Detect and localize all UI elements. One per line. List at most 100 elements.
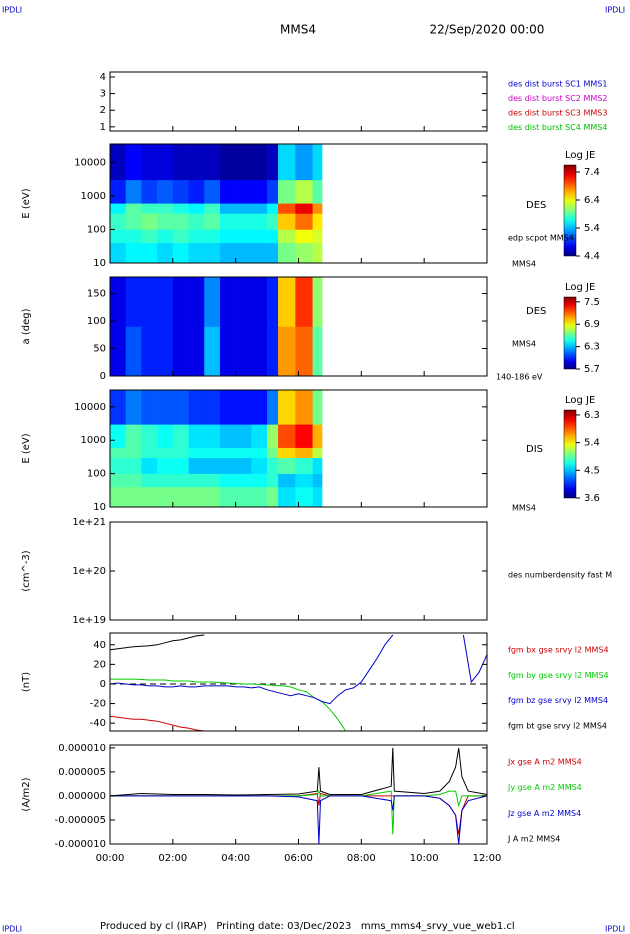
heatmap-cell xyxy=(188,277,205,327)
heatmap-cell xyxy=(188,242,205,263)
heatmap-cell xyxy=(267,213,279,230)
x-tick-label: 12:00 xyxy=(473,853,502,864)
x-tick-label: 00:00 xyxy=(96,853,125,864)
heatmap-cell xyxy=(235,144,252,181)
heatmap-cell xyxy=(204,179,221,204)
colorbar-title: Log JE xyxy=(565,150,595,161)
x-tick-label: 02:00 xyxy=(158,853,187,864)
y-tick-label: -20 xyxy=(90,699,106,710)
colorbar-tick-label: 4.5 xyxy=(584,465,600,476)
heatmap-cell xyxy=(204,242,221,263)
heatmap-cell xyxy=(235,277,252,327)
heatmap-cell xyxy=(235,203,252,214)
heatmap-cell xyxy=(172,326,189,376)
legend-label: des dist burst SC1 MMS1 xyxy=(508,80,607,89)
heatmap-cell xyxy=(204,203,221,214)
heatmap-cell xyxy=(295,457,313,474)
heatmap-cell xyxy=(219,447,236,458)
heatmap-cell xyxy=(251,144,268,181)
y-tick-label: -40 xyxy=(90,718,106,729)
heatmap-cell xyxy=(251,457,268,474)
heatmap-cell xyxy=(204,473,221,488)
annotation: DES xyxy=(526,200,546,211)
heatmap-cell xyxy=(125,473,142,488)
heatmap-cell xyxy=(110,277,127,327)
heatmap-cell xyxy=(172,486,189,507)
y-tick-label: 10000 xyxy=(74,402,106,413)
heatmap-cell xyxy=(110,390,127,425)
colorbar-tick-label: 5.7 xyxy=(584,364,600,375)
heatmap-cell xyxy=(188,473,205,488)
heatmap-cell xyxy=(267,486,279,507)
heatmap-cell xyxy=(219,326,236,376)
heatmap-cell xyxy=(172,203,189,214)
heatmap-cell xyxy=(295,203,313,214)
heatmap-cell xyxy=(278,447,296,458)
heatmap-cell xyxy=(204,390,221,425)
heatmap-cell xyxy=(204,229,221,244)
heatmap-cell xyxy=(172,144,189,181)
annotation: des numberdensity fast M xyxy=(508,571,612,580)
heatmap-cell xyxy=(157,424,174,448)
heatmap-cell xyxy=(157,213,174,230)
heatmap-cell xyxy=(204,213,221,230)
annotation: 140-186 eV xyxy=(496,373,543,382)
heatmap-cell xyxy=(295,277,313,327)
heatmap-cell xyxy=(172,457,189,474)
heatmap-cell xyxy=(141,390,158,425)
heatmap-cell xyxy=(278,326,296,376)
y-tick-label: -0.000010 xyxy=(55,839,106,850)
heatmap-cell xyxy=(219,203,236,214)
heatmap-cell xyxy=(188,457,205,474)
heatmap-cell xyxy=(141,203,158,214)
heatmap-cell xyxy=(251,242,268,263)
heatmap-cell xyxy=(312,326,323,376)
y-tick-label: 3 xyxy=(100,89,106,100)
heatmap-cell xyxy=(188,486,205,507)
y-tick-label: 50 xyxy=(93,344,106,355)
y-tick-label: 10000 xyxy=(74,157,106,168)
heatmap-cell xyxy=(219,229,236,244)
heatmap-cell xyxy=(125,326,142,376)
heatmap-cell xyxy=(312,213,323,230)
y-axis-label: (cm^-3) xyxy=(21,550,32,591)
heatmap-cell xyxy=(235,457,252,474)
heatmap-cell xyxy=(204,144,221,181)
colorbar-tick-label: 4.4 xyxy=(584,251,600,262)
heatmap-cell xyxy=(204,457,221,474)
y-tick-label: 0.000010 xyxy=(58,743,106,754)
heatmap-cell xyxy=(267,447,279,458)
heatmap-cell xyxy=(125,390,142,425)
y-tick-label: 1000 xyxy=(81,435,106,446)
y-tick-label: 0 xyxy=(100,371,106,382)
heatmap-cell xyxy=(157,457,174,474)
heatmap-cell xyxy=(141,277,158,327)
heatmap-cell xyxy=(157,486,174,507)
series-line xyxy=(110,715,205,731)
heatmap-cell xyxy=(295,179,313,204)
heatmap-cell xyxy=(172,473,189,488)
heatmap-cell xyxy=(295,424,313,448)
heatmap-cell xyxy=(157,473,174,488)
heatmap-cell xyxy=(235,447,252,458)
heatmap-cell xyxy=(267,326,279,376)
y-tick-label: 1000 xyxy=(81,191,106,202)
heatmap-cell xyxy=(219,144,236,181)
heatmap-cell xyxy=(251,447,268,458)
heatmap-cell xyxy=(172,229,189,244)
heatmap-cell xyxy=(295,390,313,425)
colorbar-tick-label: 6.3 xyxy=(584,410,600,421)
heatmap-cell xyxy=(235,179,252,204)
heatmap-cell xyxy=(188,213,205,230)
y-tick-label: 1e+20 xyxy=(72,566,106,577)
heatmap-cell xyxy=(251,390,268,425)
legend-label: des dist burst SC2 MMS2 xyxy=(508,94,607,103)
heatmap-cell xyxy=(125,277,142,327)
legend-label: fgm bx gse srvy l2 MMS4 xyxy=(508,646,609,655)
heatmap-cell xyxy=(219,486,236,507)
heatmap-cell xyxy=(278,203,296,214)
heatmap-cell xyxy=(267,390,279,425)
heatmap-cell xyxy=(235,390,252,425)
y-tick-label: 100 xyxy=(87,224,106,235)
